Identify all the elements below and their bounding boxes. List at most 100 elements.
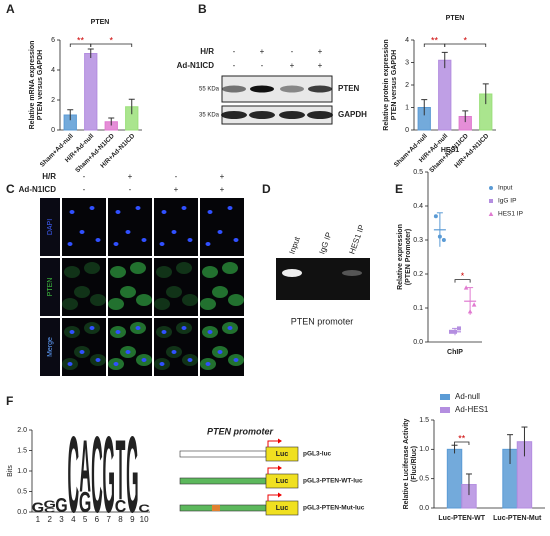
data-point <box>471 302 477 307</box>
significance-bracket <box>454 441 470 445</box>
nucleus <box>125 230 131 234</box>
protein-label: GAPDH <box>338 110 367 119</box>
chart-title: PTEN <box>446 15 465 22</box>
gel-caption: PTEN promoter <box>291 316 354 326</box>
row-label: H/R <box>42 172 56 181</box>
y-tick-label: 2 <box>405 82 409 89</box>
promoter-bar <box>179 477 267 485</box>
marker-label: 55 KDa <box>199 87 220 93</box>
gel-band <box>282 269 302 277</box>
cell <box>154 298 170 310</box>
significance-label: ** <box>77 35 85 45</box>
significance-bracket <box>444 43 487 47</box>
cell <box>222 262 238 274</box>
nucleus <box>217 350 223 354</box>
bar <box>438 59 452 131</box>
gel <box>276 258 370 300</box>
legend-label: Ad-HES1 <box>455 405 489 414</box>
panel-label: F <box>6 394 13 408</box>
band <box>279 111 305 119</box>
tss-head <box>278 438 282 444</box>
nucleus <box>135 326 141 330</box>
cell <box>74 286 90 298</box>
micrograph <box>154 318 198 376</box>
row-label: Ad-N1ICD <box>177 61 215 70</box>
band <box>307 111 333 119</box>
y-tick-label: 1.0 <box>419 446 429 453</box>
nucleus <box>69 210 75 214</box>
cell <box>202 266 218 278</box>
cell <box>130 262 146 274</box>
y-tick-label: 2 <box>51 97 55 104</box>
legend-label: Input <box>498 185 513 192</box>
cell <box>64 266 80 278</box>
micrograph <box>200 198 244 256</box>
legend-label: IgG IP <box>498 198 516 205</box>
channel-strip <box>40 198 60 256</box>
y-tick-label: 0.0 <box>413 339 423 346</box>
micrograph <box>62 258 106 316</box>
x-tick-label: 5 <box>83 515 88 524</box>
y-tick-label: 1 <box>405 104 409 111</box>
y-tick-label: 0.5 <box>17 488 27 495</box>
x-tick-label: Luc-PTEN-Mut <box>493 515 542 522</box>
legend-label: Ad-null <box>455 392 480 401</box>
band <box>222 85 246 93</box>
cell <box>136 294 152 306</box>
x-tick-label: 8 <box>118 515 123 524</box>
tss-arrow <box>267 440 278 447</box>
x-tick-label: 9 <box>130 515 135 524</box>
y-axis-label: Relative Luciferase Activity <box>403 419 410 510</box>
nucleus <box>115 330 121 334</box>
y-axis-label: Relative protein expression <box>383 39 390 130</box>
sign: - <box>261 61 264 70</box>
reporter-label: Luc <box>276 451 289 458</box>
sign: - <box>233 47 236 56</box>
logo-letter: T <box>116 423 126 519</box>
cell <box>62 298 78 310</box>
nucleus <box>67 362 73 366</box>
nucleus <box>187 238 193 242</box>
band <box>250 85 274 93</box>
y-axis-label: Relative mRNA expression <box>29 41 36 130</box>
y-axis-label: Bits <box>7 465 14 477</box>
logo-letter: G <box>79 486 91 518</box>
nucleus <box>79 350 85 354</box>
lane-label: IgG IP <box>317 231 333 255</box>
chart-title: PTEN <box>91 19 110 26</box>
sign: - <box>175 172 178 181</box>
nucleus <box>217 230 223 234</box>
sign: + <box>128 172 133 181</box>
y-axis-label: PTEN versus GAPDH <box>391 50 398 120</box>
y-tick-label: 0.3 <box>413 237 423 244</box>
lane-label: HES1 IP <box>347 223 366 255</box>
sign: + <box>220 172 225 181</box>
significance-label: ** <box>431 35 439 45</box>
x-tick-label: 7 <box>106 515 111 524</box>
nucleus <box>69 330 75 334</box>
y-tick-label: 6 <box>51 37 55 44</box>
y-axis-label: (PTEN Promoter) <box>405 229 412 285</box>
y-tick-label: 0.5 <box>413 169 423 176</box>
bar <box>446 448 463 509</box>
y-tick-label: 1.5 <box>419 417 429 424</box>
construct-label: pGL3-PTEN-WT-luc <box>303 478 363 485</box>
sign: + <box>318 47 323 56</box>
cell <box>182 294 198 306</box>
x-tick-label: 1 <box>36 515 41 524</box>
logo-letter: C <box>138 501 150 514</box>
nucleus <box>233 238 239 242</box>
nucleus <box>113 242 119 246</box>
row-label: H/R <box>200 47 214 56</box>
significance-label: ** <box>458 433 466 443</box>
cell <box>200 298 216 310</box>
y-tick-label: 4 <box>51 67 55 74</box>
construct-label: pGL3-PTEN-Mut-luc <box>303 505 365 512</box>
sign: + <box>220 185 225 194</box>
cell <box>228 294 244 306</box>
sign: + <box>260 47 265 56</box>
nucleus <box>115 210 121 214</box>
cell <box>108 298 124 310</box>
channel-label: Merge <box>47 337 54 357</box>
nucleus <box>89 206 95 210</box>
